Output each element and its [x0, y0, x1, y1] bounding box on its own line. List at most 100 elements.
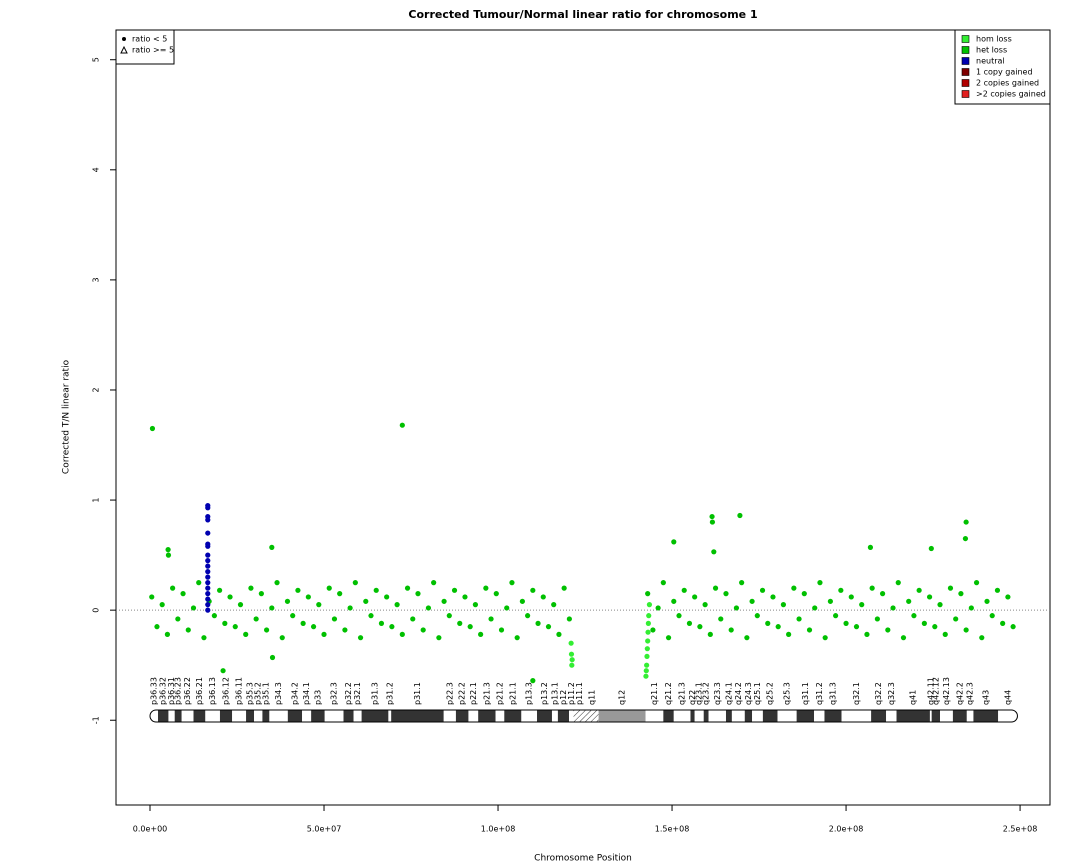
- legend-symbol: [122, 37, 126, 41]
- band-label: p36.11: [235, 677, 244, 705]
- chromosome-band: [744, 710, 753, 722]
- data-point: [963, 627, 969, 633]
- chromosome-band: [557, 710, 570, 722]
- data-point: [973, 580, 980, 586]
- data-point: [205, 558, 211, 564]
- data-point: [446, 613, 452, 619]
- data-point: [646, 602, 653, 608]
- band-label: p36.13: [208, 677, 217, 705]
- data-point: [556, 631, 562, 637]
- chromosome-band: [478, 710, 496, 722]
- y-tick-label: 1: [92, 498, 101, 503]
- band-label: p31.3: [371, 682, 380, 705]
- data-point: [154, 624, 160, 630]
- data-point: [791, 585, 797, 591]
- chromosome-band: [871, 710, 887, 722]
- data-point: [410, 616, 416, 622]
- data-point: [838, 587, 844, 593]
- data-point: [733, 605, 740, 611]
- data-point: [253, 616, 259, 622]
- data-point: [655, 605, 661, 611]
- data-point: [989, 613, 995, 619]
- chromosome-band: [521, 710, 538, 722]
- data-point: [568, 640, 574, 646]
- data-point: [817, 580, 823, 586]
- chromosome-band: [311, 710, 325, 722]
- legend-label: 2 copies gained: [976, 79, 1039, 88]
- data-point: [853, 624, 860, 630]
- chromosome-band: [158, 710, 169, 722]
- chromosome-band: [343, 710, 354, 722]
- data-point: [644, 653, 650, 659]
- x-tick-label: 1.0e+08: [481, 825, 516, 834]
- data-point: [451, 587, 458, 593]
- band-label: q21.1: [650, 682, 659, 705]
- data-point: [650, 627, 656, 633]
- data-point: [363, 598, 369, 604]
- band-label: q31.1: [801, 682, 810, 705]
- data-point: [378, 620, 385, 626]
- data-point: [384, 594, 390, 600]
- chromosome-band: [569, 710, 574, 722]
- data-point: [953, 616, 959, 622]
- band-label: p13.3: [525, 682, 534, 705]
- data-point: [310, 624, 317, 630]
- band-label: p35.2: [254, 682, 263, 705]
- data-point: [205, 602, 211, 608]
- data-point: [519, 598, 525, 604]
- chromosome-band: [585, 710, 599, 722]
- band-label: p35.3: [246, 682, 255, 705]
- data-point: [389, 624, 395, 630]
- band-label: p21.2: [495, 682, 504, 705]
- data-point: [217, 587, 223, 593]
- data-point: [561, 585, 567, 591]
- data-point: [843, 620, 849, 626]
- data-point: [916, 587, 922, 593]
- data-point: [205, 517, 211, 523]
- data-point: [205, 543, 211, 549]
- data-point: [937, 602, 943, 608]
- data-point: [498, 627, 505, 633]
- x-tick-label: 1.5e+08: [655, 825, 690, 834]
- legend-label: het loss: [976, 46, 1007, 55]
- data-point: [222, 620, 228, 626]
- chromosome-band: [388, 710, 392, 722]
- band-label: q31.3: [829, 682, 838, 705]
- band-label: p22.1: [469, 682, 478, 705]
- data-point: [331, 616, 338, 622]
- x-tick-label: 5.0e+07: [307, 825, 342, 834]
- chromosome-band: [708, 710, 726, 722]
- data-point: [243, 631, 249, 637]
- data-point: [569, 657, 575, 663]
- y-tick-label: 3: [92, 277, 101, 282]
- data-point: [394, 602, 400, 608]
- chromosome-band: [361, 710, 389, 722]
- band-label: p34.3: [274, 682, 283, 705]
- data-point: [185, 627, 191, 633]
- data-point: [645, 629, 651, 635]
- data-point: [737, 512, 743, 519]
- band-label: q32.1: [852, 682, 861, 705]
- band-label: p11.2: [567, 682, 576, 705]
- data-point: [702, 602, 708, 608]
- chromosome-band: [254, 710, 263, 722]
- data-point: [165, 547, 171, 553]
- data-point: [643, 673, 649, 679]
- legend-label: neutral: [976, 57, 1005, 66]
- data-point: [205, 607, 211, 613]
- data-point: [373, 587, 379, 593]
- band-label: q43: [981, 690, 990, 705]
- legend-box: [954, 29, 1051, 105]
- chromosome-band: [694, 710, 704, 722]
- data-point: [149, 594, 155, 600]
- chromosome-outline: [149, 709, 1018, 723]
- legend-swatch: [961, 57, 970, 65]
- data-point: [644, 646, 650, 652]
- data-point: [337, 591, 343, 597]
- x-tick-label: 0.0e+00: [133, 825, 168, 834]
- plot-layer: -1 0 1 2 3 4 5 0.0e+00 5.0e+07 1.0e+08 1.5e+08 2.0e…: [92, 29, 1051, 834]
- chromosome-band: [353, 710, 362, 722]
- data-point: [728, 627, 734, 633]
- shape-legend-box: [115, 29, 175, 65]
- legend-swatch: [961, 46, 970, 54]
